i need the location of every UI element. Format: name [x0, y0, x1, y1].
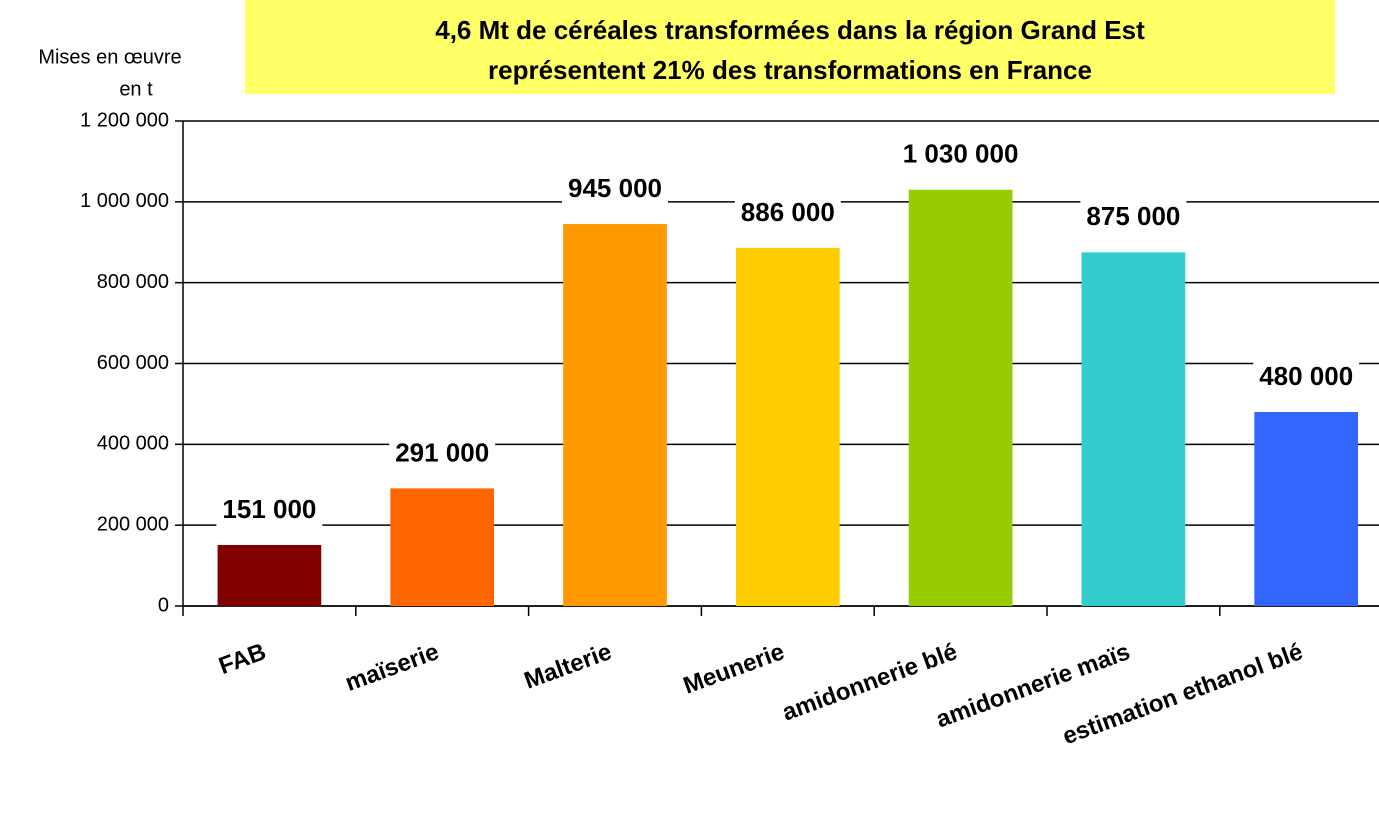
- y-tick-label: 0: [158, 594, 169, 616]
- value-label: 291 000: [395, 437, 489, 467]
- y-axis-label: Mises en œuvre: [38, 46, 181, 68]
- y-tick-label: 1 000 000: [80, 190, 169, 212]
- value-label-background: [734, 195, 841, 232]
- value-label: 151 000: [222, 494, 316, 524]
- y-tick-label: 600 000: [97, 352, 169, 374]
- chart-title: représentent 21% des transformations en …: [488, 55, 1092, 85]
- y-axis-label: en t: [119, 78, 153, 100]
- bar: [735, 247, 840, 607]
- value-label: 945 000: [568, 173, 662, 203]
- chart-title: 4,6 Mt de céréales transformées dans la …: [435, 15, 1145, 45]
- value-label-background: [1253, 360, 1360, 396]
- y-tick-label: 800 000: [97, 271, 169, 293]
- value-label-background: [1080, 200, 1187, 237]
- value-label-background: [216, 492, 323, 529]
- value-label: 886 000: [741, 197, 835, 227]
- bar: [1081, 252, 1186, 606]
- bar: [217, 544, 322, 606]
- title-background: [245, 0, 1335, 94]
- bar: [908, 189, 1013, 607]
- bar: [1254, 412, 1359, 606]
- value-label-background: [896, 137, 1025, 174]
- y-tick-label: 200 000: [97, 513, 169, 535]
- value-label-background: [562, 172, 668, 209]
- y-tick-label: 1 200 000: [80, 109, 169, 131]
- value-label: 875 000: [1086, 201, 1180, 231]
- x-tick-label: maïserie: [342, 638, 443, 697]
- x-tick-label: Malterie: [521, 638, 615, 694]
- value-label-background: [389, 436, 496, 473]
- bar: [390, 488, 495, 606]
- x-tick-label: Meunerie: [680, 638, 788, 699]
- value-label: 1 030 000: [903, 139, 1019, 169]
- value-label: 480 000: [1259, 361, 1353, 391]
- x-tick-label: FAB: [215, 638, 269, 680]
- y-tick-label: 400 000: [97, 433, 169, 455]
- bar: [563, 224, 667, 606]
